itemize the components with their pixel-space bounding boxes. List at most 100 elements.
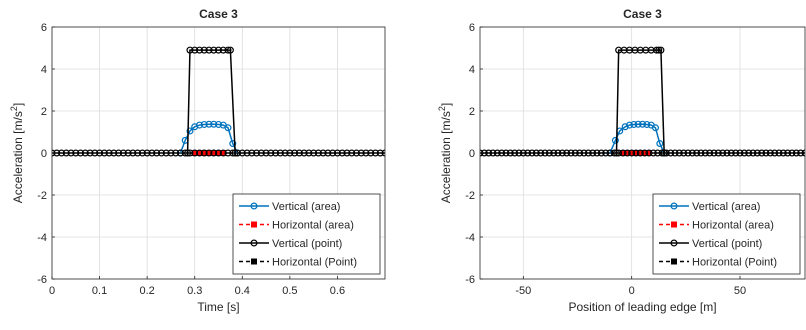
series-point-0 [210, 120, 218, 128]
baseline-point [779, 149, 787, 157]
legend-swatch-marker [670, 239, 678, 247]
baseline-point [519, 149, 527, 157]
legend-entry: Vertical (area) [692, 201, 760, 213]
series-point-2 [215, 46, 223, 54]
baseline-point [727, 149, 735, 157]
baseline-point [58, 149, 66, 157]
baseline-point [153, 149, 161, 157]
baseline-point [129, 149, 137, 157]
legend-entry: Vertical (point) [272, 238, 342, 250]
legend-swatch-marker [250, 239, 258, 247]
baseline-point [295, 149, 303, 157]
baseline-point [119, 149, 127, 157]
baseline-point [191, 149, 199, 157]
baseline-point [200, 149, 208, 157]
baseline-point [680, 149, 688, 157]
baseline-point [623, 149, 631, 157]
series-point-0 [215, 120, 223, 128]
baseline-point [176, 149, 184, 157]
baseline-point [714, 149, 722, 157]
y-tick-label: -2 [465, 190, 475, 202]
baseline-point [253, 149, 261, 157]
series-point-0 [638, 120, 646, 128]
baseline-point [693, 149, 701, 157]
baseline-point [110, 149, 118, 157]
baseline-point [367, 149, 375, 157]
x-tick-label: 0 [49, 285, 55, 297]
baseline-point [528, 149, 536, 157]
baseline-point [636, 149, 644, 157]
baseline-point [134, 149, 142, 157]
baseline-point [195, 149, 203, 157]
series-point-0 [195, 121, 203, 129]
y-tick-label: 6 [469, 22, 475, 34]
baseline-point [502, 149, 510, 157]
baseline-point [362, 149, 370, 157]
legend-box [652, 193, 801, 275]
series-point-2 [205, 46, 213, 54]
x-tick-label: 0.4 [235, 285, 250, 297]
baseline-point [67, 149, 75, 157]
series-point-0 [630, 120, 638, 128]
series-point-0 [205, 120, 213, 128]
baseline-point [493, 149, 501, 157]
y-tick-label: 2 [469, 106, 475, 118]
baseline-point [319, 149, 327, 157]
x-tick-label: -50 [515, 285, 531, 297]
baseline-point [272, 149, 280, 157]
legend-box [232, 193, 381, 275]
baseline-point [276, 149, 284, 157]
x-tick-label: 0.1 [92, 285, 107, 297]
baseline-point [775, 149, 783, 157]
baseline-point [338, 149, 346, 157]
baseline-point [157, 149, 165, 157]
baseline-point [619, 149, 627, 157]
baseline-point [758, 149, 766, 157]
baseline-point [641, 149, 649, 157]
baseline-point [352, 149, 360, 157]
baseline-point [571, 149, 579, 157]
baseline-point [532, 149, 540, 157]
x-tick-label: 0.2 [139, 285, 154, 297]
baseline-point [632, 149, 640, 157]
legend-entry: Horizontal (Point) [272, 257, 357, 269]
baseline-point [684, 149, 692, 157]
baseline-point [376, 149, 384, 157]
series-line-0 [179, 123, 239, 154]
series-point-2 [200, 46, 208, 54]
y-tick-label: 4 [41, 64, 47, 76]
legend-swatch-marker [671, 221, 677, 228]
series-layer [480, 46, 805, 157]
series-point-0 [186, 127, 194, 135]
baseline-point [788, 149, 796, 157]
baseline-point [545, 149, 553, 157]
baseline-point [224, 149, 232, 157]
baseline-point [688, 149, 696, 157]
series-point-2 [195, 46, 203, 54]
series-point-2 [657, 46, 665, 54]
baseline-point [96, 149, 104, 157]
baseline-point [138, 149, 146, 157]
baseline-point [86, 149, 94, 157]
baseline-point [506, 149, 514, 157]
series-layer [52, 46, 385, 157]
baseline-point [167, 149, 175, 157]
legend-swatch-marker [670, 202, 678, 210]
baseline-point [550, 149, 558, 157]
baseline-point [753, 149, 761, 157]
baseline-point [300, 149, 308, 157]
series-point-2 [224, 46, 232, 54]
baseline-point [740, 149, 748, 157]
baseline-point [654, 149, 662, 157]
baseline-point [333, 149, 341, 157]
y-tick-label: -2 [37, 190, 47, 202]
y-tick-label: 0 [41, 148, 47, 160]
baseline-point [257, 149, 265, 157]
baseline-point [343, 149, 351, 157]
legend-entry: Horizontal (area) [272, 220, 354, 232]
y-axis-label: Acceleration [m/s2] [9, 103, 25, 203]
baseline-point [91, 149, 99, 157]
baseline-point [537, 149, 545, 157]
baseline-point [210, 149, 218, 157]
